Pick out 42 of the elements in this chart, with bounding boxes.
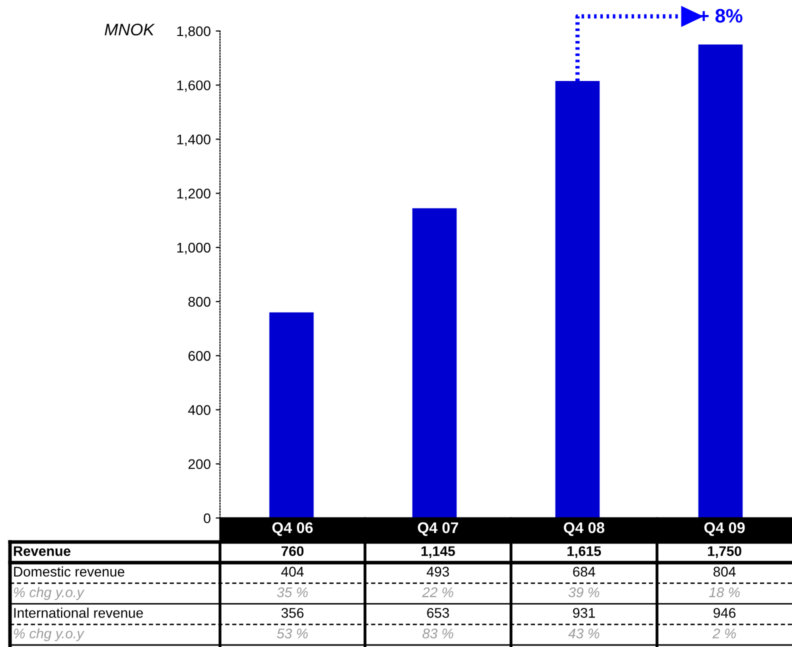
y-tick-label: 1,000 — [177, 242, 210, 254]
y-tick-label: 800 — [188, 296, 210, 307]
y-tick-label: 1,400 — [177, 134, 210, 146]
y-tick-label: 600 — [188, 351, 210, 361]
text: 1,145 — [422, 546, 455, 558]
text: 43 % — [568, 628, 600, 638]
text: 1,750 — [708, 546, 742, 558]
text: Revenue — [14, 546, 70, 556]
text: % chg y.o.y — [14, 628, 84, 642]
text: 18 % — [709, 587, 740, 598]
text: 493 — [426, 566, 449, 577]
text: 804 — [714, 566, 736, 577]
x-tick-label: Q4 07 — [418, 522, 458, 536]
text: % chg y.o.y — [14, 587, 84, 600]
bar — [269, 312, 314, 518]
text: Domestic revenue — [14, 566, 124, 577]
bar — [412, 208, 457, 518]
text: 35 % — [277, 587, 308, 598]
y-axis-title: MNOK — [104, 24, 155, 36]
text: 931 — [573, 608, 595, 618]
y-tick-label: 400 — [188, 405, 210, 415]
x-tick-label: Q4 08 — [564, 522, 604, 536]
text: 760 — [282, 546, 304, 556]
y-tick-label: 1,800 — [177, 26, 210, 38]
y-tick-label: 1,200 — [177, 188, 210, 200]
y-tick-label: 0 — [204, 513, 210, 524]
text: 53 % — [276, 628, 308, 638]
text: 684 — [573, 566, 596, 577]
text: 356 — [281, 608, 304, 618]
text: 946 — [714, 608, 736, 618]
text: 22 % — [422, 587, 454, 598]
y-tick-label: 200 — [188, 459, 210, 470]
x-tick-label: Q4 09 — [704, 522, 745, 536]
text: 653 — [427, 608, 449, 618]
text: 2 % — [712, 628, 736, 638]
text: 83 % — [422, 628, 454, 638]
x-tick-label: Q4 06 — [272, 522, 313, 536]
text: International revenue — [14, 608, 143, 618]
text: 404 — [281, 566, 304, 577]
text: 1,615 — [568, 546, 601, 558]
text: 39 % — [568, 587, 600, 598]
y-tick-label: 1,600 — [177, 80, 210, 92]
